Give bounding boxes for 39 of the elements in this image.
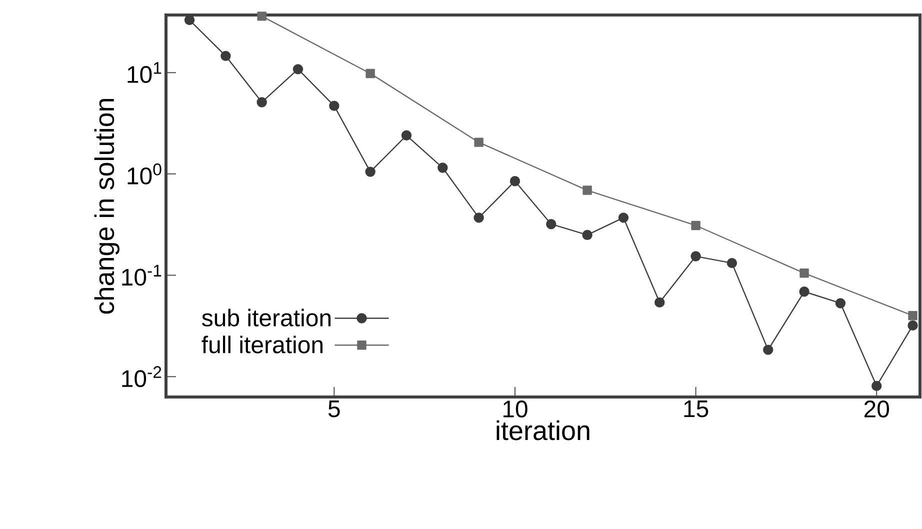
point: [401, 130, 412, 140]
x-tick-label: 10: [503, 400, 528, 418]
point: [582, 186, 592, 195]
point: [292, 64, 304, 74]
x-axis-title: iteration: [496, 420, 590, 440]
point: [474, 138, 484, 147]
point: [220, 50, 231, 62]
point: [256, 97, 267, 108]
point: [474, 212, 484, 223]
point: [872, 380, 882, 392]
y-axis-title: change in solution: [94, 98, 120, 314]
point: [654, 297, 665, 308]
point: [438, 162, 448, 173]
point: [690, 251, 701, 262]
legend-label: full iteration: [202, 336, 322, 354]
x-tick-label: 5: [328, 400, 340, 418]
y-tick-label: 10$^{1}$: [128, 62, 162, 83]
point: [908, 311, 918, 320]
point: [329, 100, 340, 111]
x-tick-label: 15: [684, 400, 708, 418]
point: [726, 258, 738, 268]
point: [691, 220, 700, 230]
point: [800, 268, 809, 278]
point: [582, 230, 592, 240]
y-tick-label: 10$^{-2}$: [122, 366, 162, 388]
point: [618, 212, 629, 223]
point: [510, 176, 520, 186]
point: [763, 344, 774, 355]
y-tick-label: 10$^{-1}$: [122, 264, 162, 286]
point: [908, 320, 918, 331]
y-tick-label: 10$^{0}$: [128, 163, 162, 184]
point: [366, 68, 375, 78]
point: [835, 298, 846, 308]
x-tick-label: 20: [864, 400, 890, 418]
point: [257, 12, 266, 21]
legend-label: sub iteration: [202, 308, 331, 326]
point: [546, 218, 556, 230]
point: [365, 166, 376, 177]
point: [799, 286, 810, 297]
